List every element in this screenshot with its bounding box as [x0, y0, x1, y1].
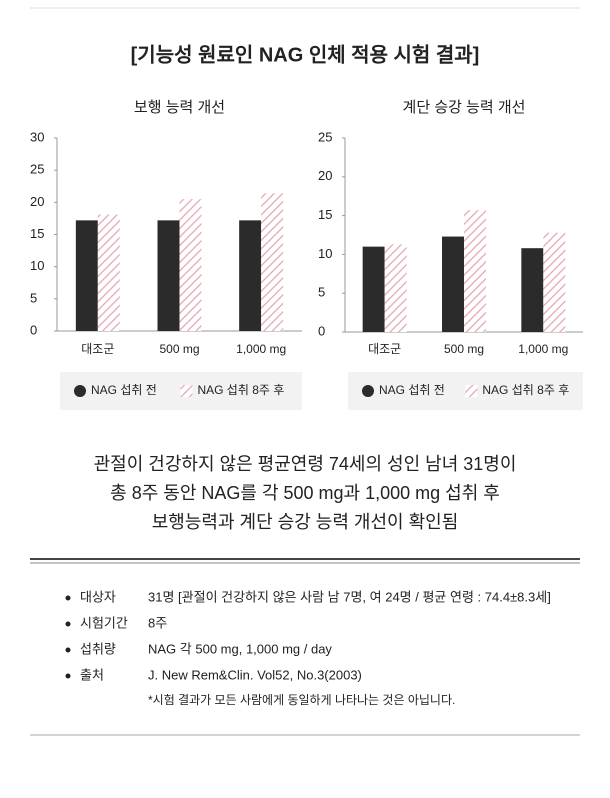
- x-tick-label: 500 mg: [444, 342, 484, 356]
- bar: [464, 210, 486, 332]
- x-tick-label: 대조군: [368, 342, 401, 356]
- page-title: [기능성 원료인 NAG 인체 적용 시험 결과]: [131, 43, 480, 66]
- chart-title: 보행 능력 개선: [134, 99, 225, 116]
- note: *시험 결과가 모든 사람에게 동일하게 나타나는 것은 아닙니다.: [148, 693, 455, 707]
- detail-label: 시험기간: [80, 615, 128, 630]
- y-tick-label: 15: [318, 207, 332, 222]
- bar: [261, 193, 284, 331]
- y-tick-label: 0: [30, 322, 37, 337]
- bar: [384, 244, 407, 332]
- detail-label: 대상자: [80, 589, 116, 604]
- legend-label: NAG 섭취 전: [91, 383, 157, 397]
- bar: [521, 248, 544, 332]
- bar: [179, 199, 202, 331]
- bar: [157, 220, 180, 331]
- x-tick-label: 대조군: [81, 342, 114, 356]
- summary-line: 관절이 건강하지 않은 평균연령 74세의 성인 남녀 31명이: [94, 454, 517, 474]
- bar: [75, 220, 98, 331]
- y-tick-label: 0: [318, 323, 325, 338]
- legend-label: NAG 섭취 8주 후: [482, 383, 569, 397]
- y-tick-label: 30: [30, 129, 44, 144]
- chart-title: 계단 승강 능력 개선: [403, 99, 526, 116]
- bullet: [65, 673, 71, 679]
- y-tick-label: 10: [30, 258, 44, 273]
- x-tick-label: 1,000 mg: [518, 342, 568, 356]
- legend-label: NAG 섭취 전: [379, 383, 445, 397]
- bar: [543, 232, 566, 332]
- y-tick-label: 5: [30, 290, 37, 305]
- legend-label: NAG 섭취 8주 후: [197, 383, 284, 397]
- y-tick-label: 20: [318, 168, 332, 183]
- legend-swatch: [362, 385, 374, 397]
- detail-value: NAG 각 500 mg, 1,000 mg / day: [148, 641, 332, 656]
- detail-value: 31명 [관절이 건강하지 않은 사람 남 7명, 여 24명 / 평균 연령 …: [148, 589, 551, 604]
- x-tick-label: 1,000 mg: [236, 342, 286, 356]
- y-tick-label: 20: [30, 194, 44, 209]
- legend-swatch: [180, 385, 193, 397]
- y-tick-label: 10: [318, 246, 332, 261]
- bar: [239, 220, 262, 331]
- y-tick-label: 15: [30, 226, 44, 241]
- bar: [362, 246, 385, 332]
- detail-label: 출처: [80, 667, 104, 682]
- bullet: [65, 621, 71, 627]
- detail-value: 8주: [148, 615, 167, 630]
- summary-line: 총 8주 동안 NAG를 각 500 mg과 1,000 mg 섭취 후: [110, 483, 500, 503]
- summary-line: 보행능력과 계단 승강 능력 개선이 확인됨: [152, 512, 459, 532]
- detail-value: J. New Rem&Clin. Vol52, No.3(2003): [148, 667, 362, 682]
- y-tick-label: 5: [318, 285, 325, 300]
- bar: [442, 236, 464, 332]
- detail-label: 섭취량: [80, 641, 116, 656]
- legend-swatch: [74, 385, 86, 397]
- bullet: [65, 647, 71, 653]
- x-tick-label: 500 mg: [159, 342, 199, 356]
- bullet: [65, 595, 71, 601]
- y-tick-label: 25: [30, 162, 44, 177]
- y-tick-label: 25: [318, 129, 332, 144]
- bar: [97, 214, 120, 331]
- legend-swatch: [465, 385, 478, 397]
